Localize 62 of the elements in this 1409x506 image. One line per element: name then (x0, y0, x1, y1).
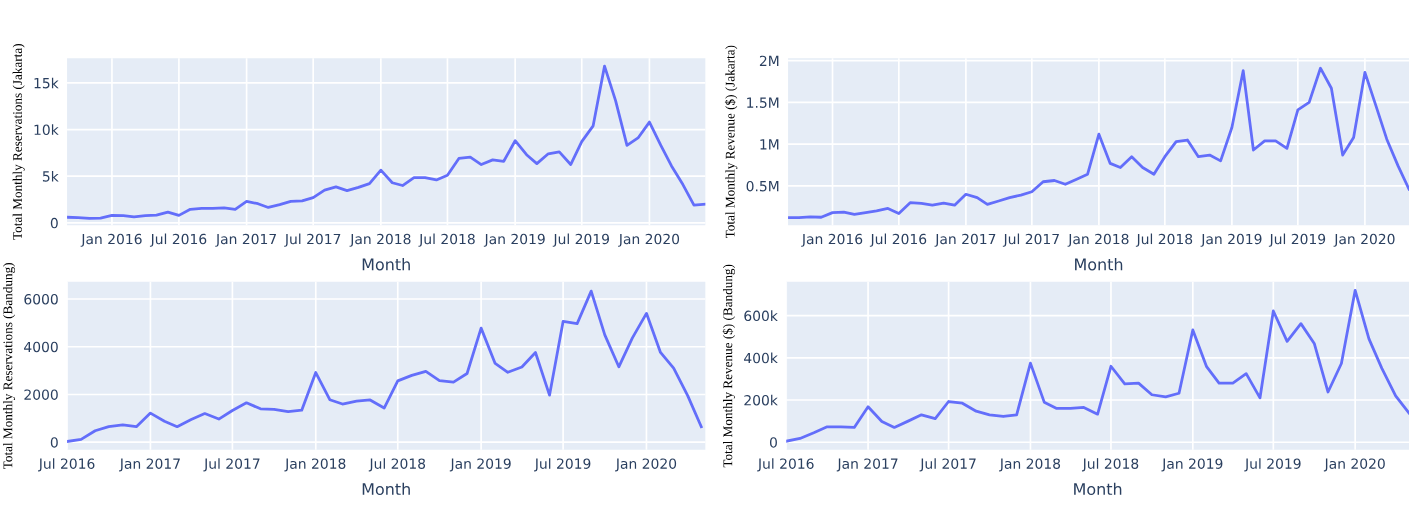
y-tick-label: 4000 (24, 341, 58, 353)
x-tick-label: Jan 2018 (349, 233, 411, 247)
x-axis-title: Month (362, 258, 410, 271)
y-tick-label: 15k (34, 77, 59, 89)
x-tick-label: Jan 2017 (836, 458, 898, 472)
y-tick-label: 2M (759, 55, 779, 66)
x-tick-label: Jul 2018 (1081, 458, 1139, 472)
x-tick-label: Jan 2017 (934, 233, 996, 247)
y-axis-title: Total Monthly Revenue ($) (Bandung) (722, 264, 735, 468)
x-tick-label: Jan 2020 (618, 233, 680, 247)
x-tick-label: Jul 2019 (552, 233, 610, 247)
x-tick-label: Jan 2019 (1161, 458, 1223, 472)
x-tick-label: Jan 2020 (1333, 233, 1395, 247)
x-tick-label: Jan 2018 (999, 458, 1061, 472)
x-tick-label: Jul 2017 (284, 233, 341, 247)
x-tick-label: Jul 2016 (757, 458, 814, 472)
x-tick-label: Jul 2017 (919, 458, 976, 472)
y-tick-label: 5k (42, 170, 59, 182)
x-tick-label: Jul 2016 (38, 458, 95, 472)
y-tick-label: 6000 (24, 293, 58, 305)
line-series (67, 289, 703, 443)
x-tick-label: Jul 2017 (203, 458, 260, 472)
x-tick-label: Jul 2016 (869, 233, 927, 247)
x-axis-title: Month (362, 482, 410, 496)
x-tick-label: Jan 2017 (215, 233, 276, 247)
y-tick-label: 0 (50, 437, 58, 448)
y-axis-title: Total Monthly Reservations (Bandung) (3, 262, 16, 470)
y-tick-label: 1M (760, 139, 779, 150)
x-tick-label: Jul 2018 (418, 233, 475, 247)
y-tick-label: 400k (744, 352, 778, 364)
x-tick-label: Jan 2019 (449, 458, 511, 472)
x-tick-label: Jan 2016 (801, 233, 863, 247)
y-axis-title: Total Monthly Reservations (Jakarta) (12, 43, 25, 240)
x-tick-label: Jan 2019 (483, 233, 545, 247)
y-tick-label: 0 (769, 437, 777, 448)
y-tick-label: 1.5M (747, 97, 779, 108)
y-tick-label: 200k (744, 394, 778, 406)
line-series (786, 288, 1409, 443)
line-series (788, 66, 1409, 220)
x-tick-label: Jan 2020 (1323, 458, 1385, 472)
x-tick-label: Jul 2018 (368, 458, 426, 472)
y-tick-label: 0 (50, 217, 58, 229)
x-tick-label: Jul 2019 (1268, 233, 1326, 247)
x-tick-label: Jan 2018 (284, 458, 346, 472)
y-tick-label: 2000 (24, 389, 58, 400)
line-series (67, 64, 706, 220)
x-tick-label: Jul 2019 (1244, 458, 1301, 472)
x-axis-title: Month (1075, 258, 1123, 271)
x-tick-label: Jan 2018 (1067, 233, 1129, 247)
x-tick-label: Jan 2019 (1200, 233, 1262, 247)
y-tick-label: 10k (34, 124, 59, 136)
x-axis-title: Month (1074, 482, 1122, 496)
x-tick-label: Jul 2017 (1002, 233, 1059, 247)
y-tick-label: 0.5M (746, 180, 779, 192)
y-tick-label: 600k (744, 310, 778, 322)
x-tick-label: Jan 2020 (615, 458, 677, 472)
y-axis-title: Total Monthly Revenue ($) (Jakarta) (724, 45, 738, 239)
x-tick-label: Jul 2016 (149, 233, 207, 247)
x-tick-label: Jul 2018 (1135, 233, 1193, 247)
x-tick-label: Jan 2016 (80, 233, 142, 247)
x-tick-label: Jul 2019 (534, 458, 591, 472)
x-tick-label: Jan 2017 (119, 458, 180, 472)
